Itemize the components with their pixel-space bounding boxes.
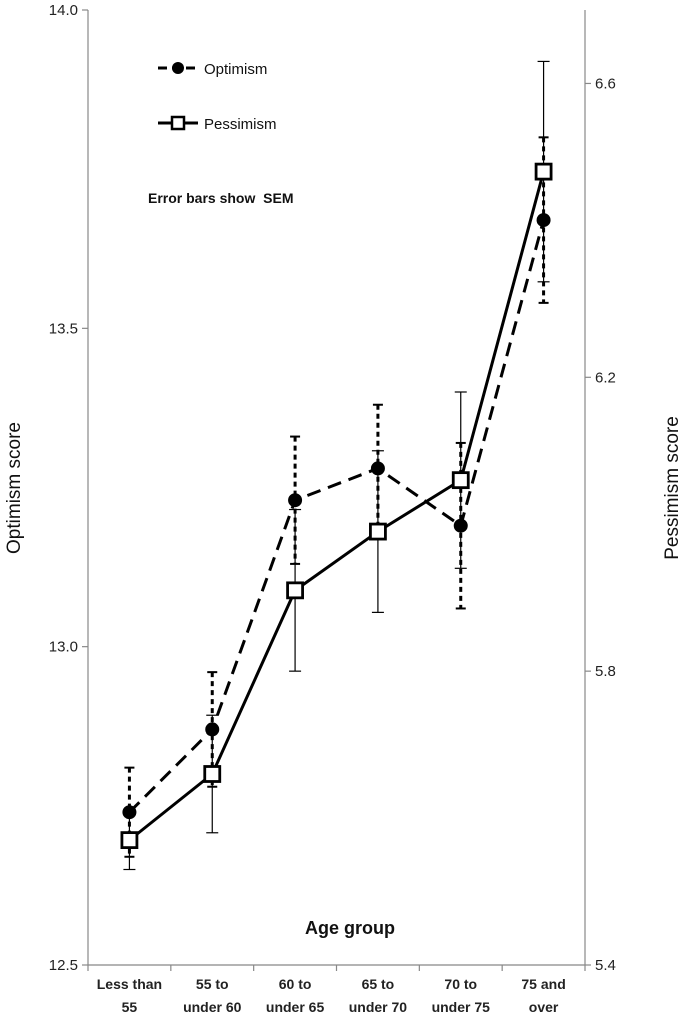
x-category-label: 65 to [362, 976, 395, 992]
x-category-label: 55 to [196, 976, 229, 992]
series-optimism [124, 136, 549, 858]
left-tick-label: 13.0 [49, 639, 78, 656]
x-category-label: under 60 [183, 999, 242, 1015]
series-layer [120, 60, 553, 871]
legend-label-optimism: Optimism [204, 61, 267, 78]
right-tick-label: 6.2 [595, 369, 616, 386]
legend-marker-pessimism [170, 115, 186, 131]
x-axis-ticks: Less than 55 55 to under 60 60 to under 65 65 … [87, 965, 586, 1015]
right-axis-ticks: 5.4 5.8 6.2 6.6 [585, 75, 616, 974]
left-axis-ticks: 12.5 13.0 13.5 14.0 [49, 2, 88, 974]
optimism-point [122, 805, 137, 820]
pessimism-point [451, 471, 470, 490]
pessimism-markers [120, 162, 553, 850]
x-category-label: 75 and [521, 976, 565, 992]
x-axis-title: Age group [305, 918, 395, 938]
series-pessimism [123, 60, 550, 871]
optimism-point [370, 461, 385, 476]
legend: Optimism Pessimism [158, 61, 277, 133]
x-category-label: Less than [97, 976, 162, 992]
pessimism-point [369, 522, 387, 541]
left-tick-label: 14.0 [49, 2, 78, 19]
pessimism-line [128, 171, 546, 842]
x-category-label: under 75 [432, 999, 491, 1015]
pessimism-point [286, 581, 304, 600]
right-tick-label: 6.6 [595, 75, 616, 92]
pessimism-point [120, 831, 139, 850]
right-tick-label: 5.8 [595, 663, 616, 680]
x-category-label: under 65 [266, 999, 325, 1015]
x-category-label: 55 [122, 999, 138, 1015]
x-category-label: over [529, 999, 559, 1015]
optimism-point [453, 518, 468, 533]
left-tick-label: 13.5 [49, 320, 78, 337]
left-tick-label: 12.5 [49, 957, 78, 974]
pessimism-point [203, 765, 222, 783]
pessimism-point [534, 162, 553, 181]
optimism-point [536, 213, 551, 228]
x-category-label: under 70 [349, 999, 408, 1015]
optimism-point [288, 493, 303, 508]
optimism-markers [122, 213, 551, 820]
legend-marker-optimism [172, 62, 184, 74]
y-right-axis-title: Pessimism score [662, 416, 683, 560]
error-bar-note: Error bars show SEM [148, 190, 293, 206]
optimism-line [128, 219, 546, 814]
y-left-axis-title: Optimism score [4, 422, 25, 554]
legend-label-pessimism: Pessimism [204, 116, 277, 133]
x-category-label: 70 to [444, 976, 477, 992]
x-category-label: 60 to [279, 976, 312, 992]
right-tick-label: 5.4 [595, 957, 616, 974]
optimism-point [205, 722, 220, 737]
